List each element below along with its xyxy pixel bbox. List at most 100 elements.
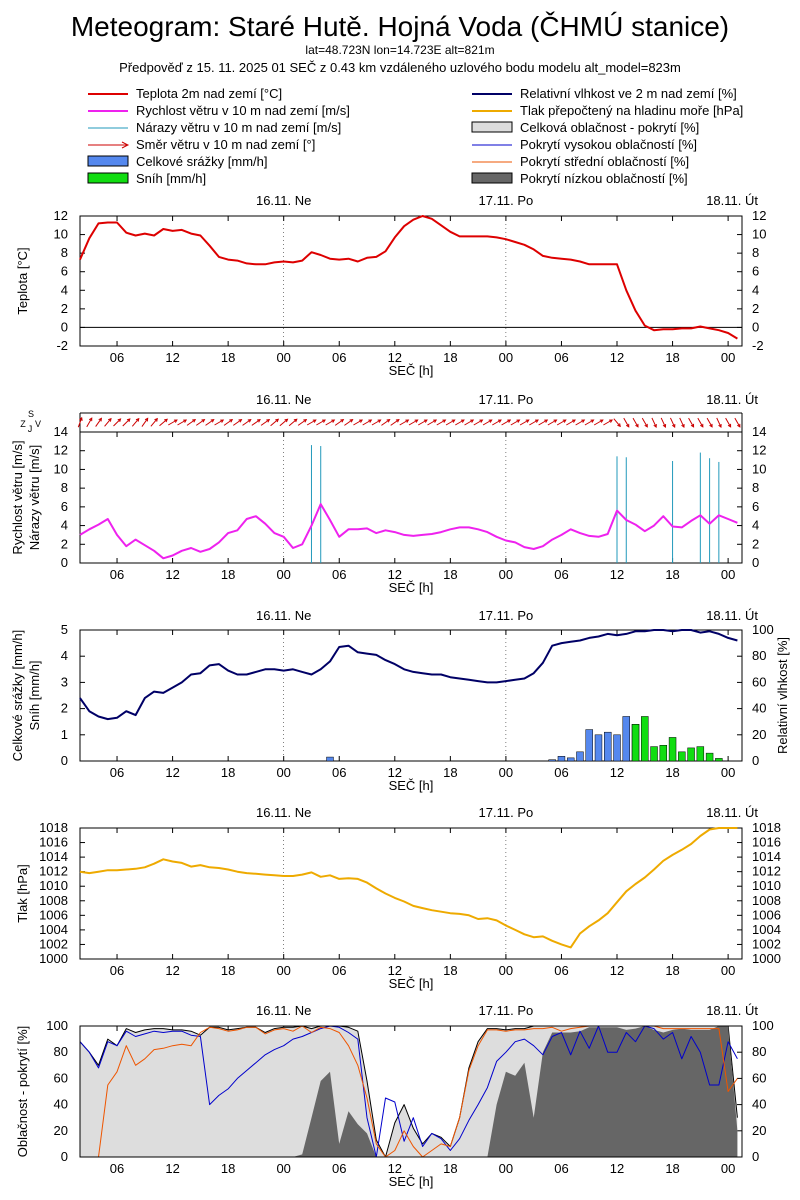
y-tick-label: 12 xyxy=(54,443,68,458)
x-tick-label: 00 xyxy=(499,1161,513,1176)
precipitation-bar xyxy=(566,757,575,762)
legend-item-total-cloud: Celková oblačnost - pokrytí [%] xyxy=(520,120,700,135)
y-tick-label-right: 20 xyxy=(752,727,766,742)
y-tick-label-right: 0 xyxy=(752,319,759,334)
precipitation-bar xyxy=(604,731,612,762)
wind-direction-arrow-head xyxy=(681,424,685,428)
legend-item-pressure: Tlak přepočtený na hladinu moře [hPa] xyxy=(520,103,744,118)
wind-direction-arrow-head xyxy=(164,418,168,423)
wind-direction-arrow xyxy=(584,419,595,426)
pressure-line xyxy=(79,827,738,949)
wind-direction-arrow-head xyxy=(460,419,465,423)
x-tick-label: 06 xyxy=(332,350,346,365)
wind-direction-arrow-shaft xyxy=(95,418,102,427)
wind-direction-arrow xyxy=(288,418,298,427)
y-tick-label-right: 1012 xyxy=(752,864,781,879)
wind-direction-arrow-shaft xyxy=(632,417,639,428)
y-tick-label: 1016 xyxy=(39,835,68,850)
y-tick-label-right: 1018 xyxy=(752,820,781,835)
y-tick-label: 20 xyxy=(54,1123,68,1138)
x-tick-label: 06 xyxy=(110,567,124,582)
day-label: 16.11. Ne xyxy=(256,1003,311,1018)
x-tick-label: 06 xyxy=(110,963,124,978)
wind-direction-arrow-shaft xyxy=(270,418,279,427)
wind-direction-arrow-shaft xyxy=(390,419,400,426)
legend-item-snow: Sníh [mm/h] xyxy=(136,171,207,186)
day-label: 17.11. Po xyxy=(479,608,534,623)
legend-item-temperature: Teplota 2m nad zemí [°C] xyxy=(136,86,283,101)
wind-direction-arrow-head xyxy=(727,423,732,428)
x-tick-label: 18 xyxy=(665,567,679,582)
snow-bar xyxy=(641,716,649,762)
x-tick-label: 00 xyxy=(276,765,290,780)
y-tick-label-right: 0 xyxy=(752,555,759,570)
y-tick-label: 1008 xyxy=(39,893,68,908)
wind-direction-arrow-shaft xyxy=(669,417,676,428)
x-tick-label: 00 xyxy=(499,350,513,365)
wind-direction-arrow xyxy=(297,419,308,426)
wind-direction-arrow xyxy=(344,419,354,426)
snow-bar xyxy=(715,758,723,762)
wind-direction-arrow-head xyxy=(590,419,595,423)
wind-direction-arrow-shaft xyxy=(734,417,741,428)
y-tick-label-right: 1006 xyxy=(752,907,781,922)
x-axis-label: SEČ [h] xyxy=(389,363,434,378)
wind-direction-arrow xyxy=(242,419,252,426)
wind-direction-arrow-head xyxy=(644,423,648,428)
legend-item-wind-direction: Směr větru v 10 m nad zemí [°] xyxy=(136,137,316,152)
wind-direction-arrow xyxy=(306,419,317,426)
snow-bar xyxy=(678,751,686,762)
low-cloud-area xyxy=(80,1026,738,1157)
x-tick-label: 12 xyxy=(610,350,624,365)
y-tick-label-right: 60 xyxy=(752,1070,766,1085)
x-tick-label: 18 xyxy=(665,1161,679,1176)
wind-direction-arrow-head xyxy=(144,417,149,422)
wind-direction-arrow-head xyxy=(229,419,234,423)
x-tick-label: 06 xyxy=(332,1161,346,1176)
plot-frame-overlay xyxy=(79,1025,743,1158)
wind-speed-line xyxy=(79,503,738,560)
wind-direction-arrow-shaft xyxy=(353,419,363,426)
y-tick-label-right: -2 xyxy=(752,338,764,353)
wind-direction-arrow-head xyxy=(368,419,373,423)
precipitation-bar xyxy=(557,756,566,762)
wind-direction-arrow-shaft xyxy=(501,419,511,426)
y-axis-label: Tlak [hPa] xyxy=(15,864,30,923)
y-tick-label-right: 8 xyxy=(752,480,759,495)
y-tick-label: 3 xyxy=(61,674,68,689)
wind-direction-arrow xyxy=(270,418,280,427)
wind-direction-arrow-shaft xyxy=(427,419,437,426)
wind-direction-arrow-head xyxy=(79,416,83,421)
wind-direction-arrow-shaft xyxy=(344,419,353,426)
wind-direction-arrow-shaft xyxy=(122,418,131,427)
wind-direction-arrow-shaft xyxy=(306,419,317,426)
snow-bar xyxy=(631,724,640,762)
wind-direction-arrow xyxy=(482,419,493,426)
wind-direction-arrow xyxy=(150,417,158,427)
wind-direction-arrow-head xyxy=(479,419,484,423)
y-tick-label-right: 2 xyxy=(752,301,759,316)
wind-direction-arrow-head xyxy=(126,418,131,422)
y-axis-label: Celkové srážky [mm/h] xyxy=(10,630,25,761)
y-axis-label-2: Sníh [mm/h] xyxy=(27,660,42,730)
precipitation-bar xyxy=(326,756,334,762)
wind-direction-arrow xyxy=(632,417,639,428)
wind-direction-arrow-head xyxy=(625,423,630,428)
wind-direction-arrow xyxy=(538,419,549,426)
wind-direction-arrow-shaft xyxy=(168,419,178,426)
wind-direction-arrow-head xyxy=(238,419,243,423)
wind-direction-arrow-shaft xyxy=(316,419,326,426)
plot-frame xyxy=(79,629,743,762)
wind-direction-arrow xyxy=(251,419,261,426)
compass-label: S xyxy=(28,409,34,419)
wind-direction-arrow-shaft xyxy=(104,418,112,427)
snow-bar xyxy=(668,737,677,762)
wind-direction-arrow-head xyxy=(488,419,493,423)
x-tick-label: 18 xyxy=(221,350,235,365)
wind-direction-arrow xyxy=(141,417,149,427)
x-tick-label: 06 xyxy=(554,567,568,582)
x-tick-label: 12 xyxy=(388,567,402,582)
wind-direction-arrow xyxy=(417,419,428,426)
wind-direction-arrow-head xyxy=(700,423,704,428)
